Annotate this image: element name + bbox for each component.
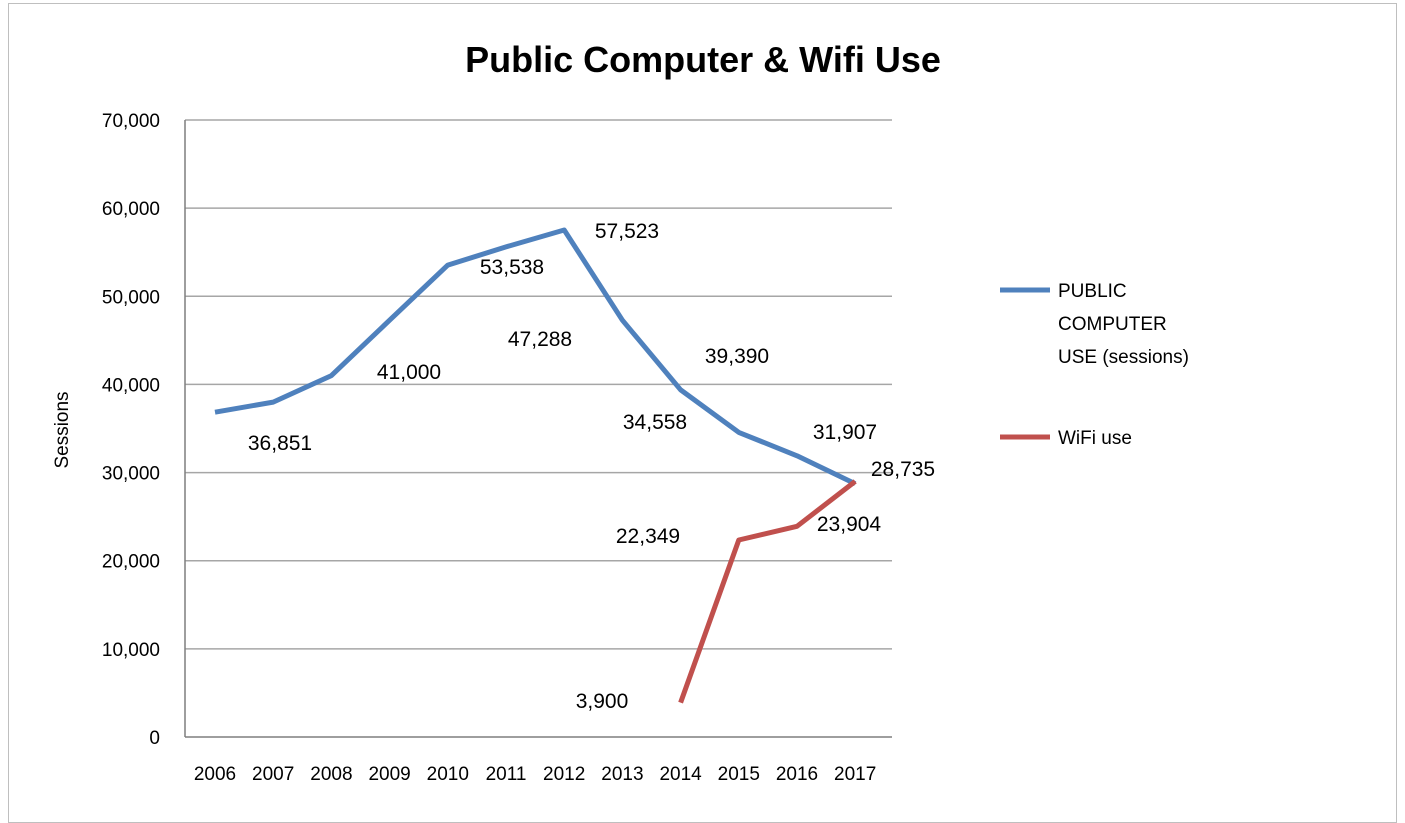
y-tick-label: 10,000	[102, 640, 160, 661]
data-label: 57,523	[595, 220, 659, 243]
x-tick-label: 2013	[601, 764, 643, 785]
data-label: 23,904	[817, 513, 882, 536]
gridlines	[184, 119, 892, 738]
data-label: 22,349	[616, 525, 680, 548]
y-tick-label: 50,000	[102, 287, 160, 308]
data-label: 31,907	[813, 421, 877, 444]
series-lines	[214, 227, 857, 704]
x-tick-label: 2011	[486, 764, 527, 785]
legend-label: COMPUTER	[1058, 314, 1167, 335]
y-tick-label: 20,000	[102, 552, 160, 573]
y-tick-label: 30,000	[102, 464, 160, 485]
data-label: 3,900	[576, 690, 629, 713]
y-axis-label: Sessions	[52, 391, 73, 468]
x-tick-label: 2009	[368, 764, 410, 785]
x-tick-label: 2008	[310, 764, 352, 785]
y-tick-label: 70,000	[102, 111, 160, 132]
legend-label: USE (sessions)	[1058, 347, 1189, 368]
series-line-1	[678, 479, 857, 704]
data-labels: 36,851 41,000 53,538 47,288 57,523 39,390 34,5…	[248, 220, 935, 713]
y-tick-label: 60,000	[102, 199, 160, 220]
data-label: 41,000	[377, 361, 441, 384]
y-tick-label: 40,000	[102, 375, 160, 396]
data-label: 53,538	[480, 256, 544, 279]
data-label: 39,390	[705, 345, 769, 368]
x-tick-label: 2017	[834, 764, 876, 785]
legend-label: PUBLIC	[1058, 281, 1127, 302]
legend-label: WiFi use	[1058, 428, 1132, 449]
data-label: 36,851	[248, 432, 312, 455]
data-label: 28,735	[871, 458, 935, 481]
legend: PUBLIC COMPUTER USE (sessions) WiFi use	[1000, 281, 1189, 449]
data-label: 34,558	[623, 411, 687, 434]
chart-frame	[8, 3, 1397, 823]
x-tick-label: 2010	[427, 764, 469, 785]
line-chart: Public Computer & Wifi Use Sessions 0 10,…	[52, 39, 1189, 785]
x-tick-label: 2006	[194, 764, 236, 785]
y-tick-label: 0	[149, 728, 160, 749]
data-label: 47,288	[508, 328, 572, 351]
x-tick-label: 2012	[543, 764, 585, 785]
x-tick-label: 2014	[659, 764, 702, 785]
x-tick-label: 2015	[718, 764, 760, 785]
chart-title: Public Computer & Wifi Use	[465, 39, 941, 80]
x-axis-ticks: 2006 2007 2008 2009 2010 2011 2012 2013 2014 2015…	[194, 764, 876, 785]
y-axis-ticks: 0 10,000 20,000 30,000 40,000 50,000 60,000 70,…	[102, 111, 160, 749]
x-tick-label: 2016	[776, 764, 818, 785]
series-line-0	[214, 227, 857, 486]
x-tick-label: 2007	[252, 764, 294, 785]
